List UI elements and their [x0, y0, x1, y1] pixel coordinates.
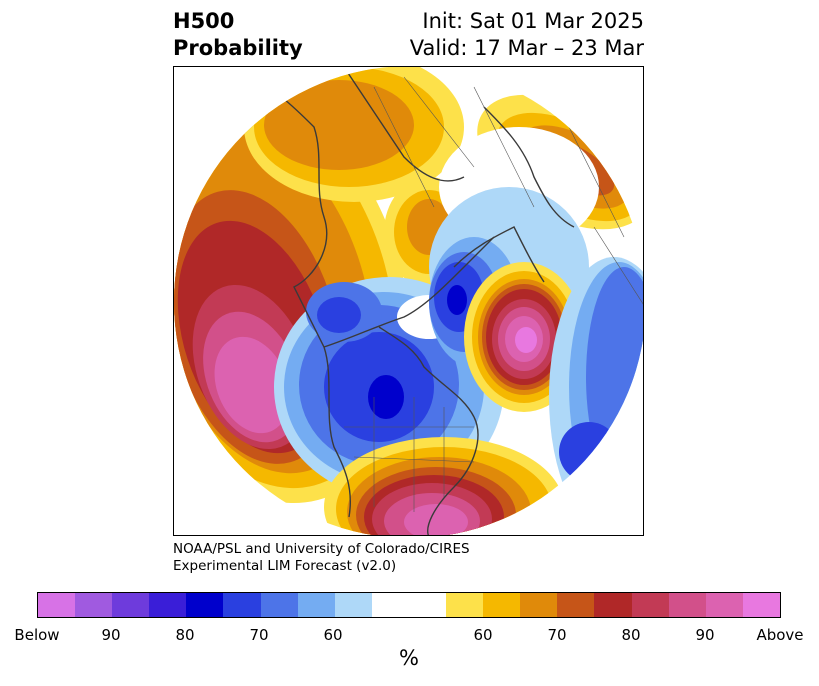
colorbar-segment	[38, 593, 76, 617]
field-name: H500	[173, 9, 235, 33]
colorbar-segment	[446, 593, 484, 617]
colorbar-segment	[668, 593, 706, 617]
init-date: Init: Sat 01 Mar 2025	[422, 9, 644, 33]
colorbar-tick-label: Above	[756, 626, 804, 644]
southeast-us-positive-anomaly	[324, 437, 564, 535]
colorbar-segment	[334, 593, 372, 617]
colorbar-segment	[149, 593, 187, 617]
colorbar-unit-label: %	[399, 646, 419, 670]
colorbar-segment	[260, 593, 298, 617]
colorbar	[37, 592, 781, 618]
credit-line-2: Experimental LIM Forecast (v2.0)	[173, 558, 397, 574]
colorbar-tick-label: 70	[547, 626, 567, 644]
colorbar-tick-label: 60	[323, 626, 343, 644]
colorbar-segment	[75, 593, 113, 617]
colorbar-segment	[631, 593, 669, 617]
colorbar-tick-label: 80	[175, 626, 195, 644]
colorbar-segment	[557, 593, 595, 617]
colorbar-segment	[520, 593, 558, 617]
title-right: Init: Sat 01 Mar 2025 Valid: 17 Mar – 23…	[410, 8, 644, 62]
credit-line-1: NOAA/PSL and University of Colorado/CIRE…	[173, 541, 470, 557]
colorbar-segment	[223, 593, 261, 617]
colorbar-segment	[408, 593, 447, 617]
colorbar-segment	[742, 593, 780, 617]
country-borders-overlay	[344, 76, 643, 512]
colorbar-segment	[594, 593, 632, 617]
colorbar-tick-label: 80	[621, 626, 641, 644]
credit-text: NOAA/PSL and University of Colorado/CIRE…	[173, 541, 470, 575]
colorbar-segment	[705, 593, 743, 617]
colorbar-segment	[297, 593, 335, 617]
probability-map	[173, 66, 644, 536]
title-left: H500 Probability	[173, 8, 303, 62]
atlantic-positive-anomaly	[464, 262, 584, 412]
colorbar-segment	[371, 593, 409, 617]
colorbar-segment	[186, 593, 224, 617]
colorbar-tick-label: 90	[695, 626, 715, 644]
colorbar-tick-label: 70	[249, 626, 269, 644]
colorbar-tick-label: 90	[101, 626, 121, 644]
field-type: Probability	[173, 36, 303, 60]
colorbar-segment	[112, 593, 150, 617]
valid-period: Valid: 17 Mar – 23 Mar	[409, 36, 644, 60]
colorbar-tick-label: Below	[14, 626, 60, 644]
colorbar-segment	[483, 593, 521, 617]
colorbar-tick-label: 60	[473, 626, 493, 644]
